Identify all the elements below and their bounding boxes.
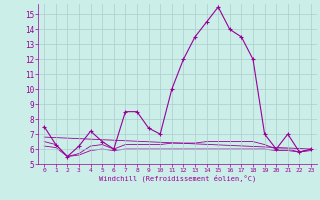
X-axis label: Windchill (Refroidissement éolien,°C): Windchill (Refroidissement éolien,°C) [99,175,256,182]
